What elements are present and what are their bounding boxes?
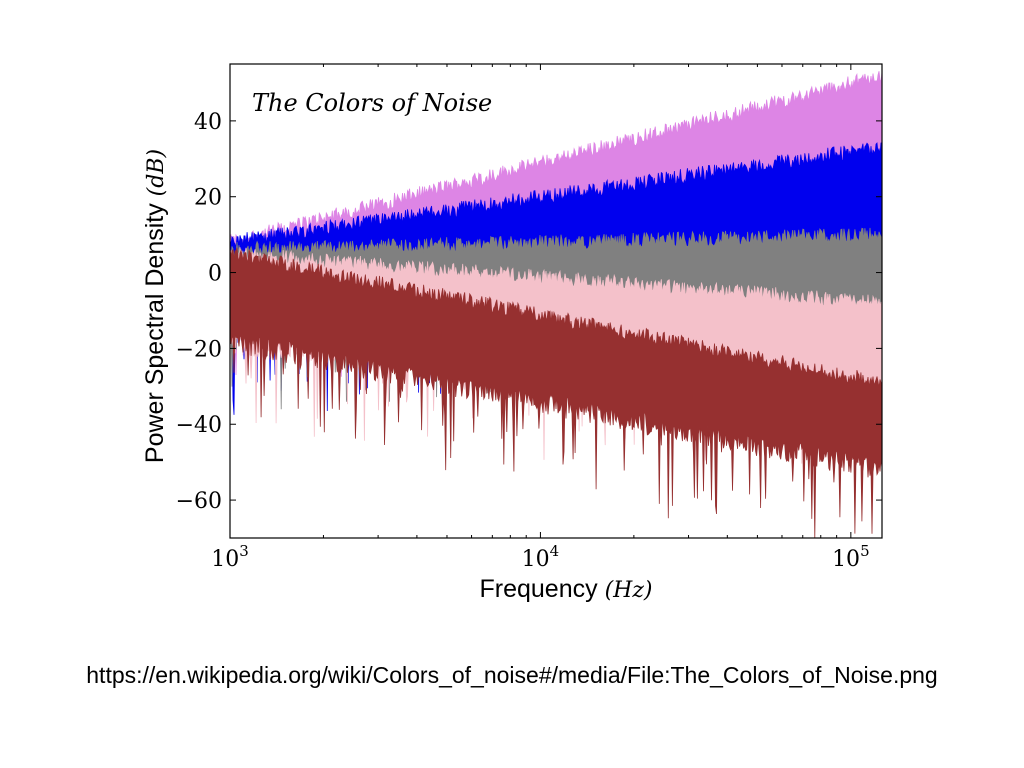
x-tick-label: 103	[211, 542, 249, 572]
y-tick-label: −40	[176, 413, 222, 438]
x-tick-exponent: 3	[239, 542, 249, 560]
y-tick-label: −60	[176, 489, 222, 514]
series-layer	[230, 71, 882, 538]
plot-frame	[229, 63, 883, 539]
x-tick-exponent: 4	[550, 542, 560, 560]
y-axis-label: Power Spectral Density (dB)	[141, 149, 169, 463]
source-caption: https://en.wikipedia.org/wiki/Colors_of_…	[86, 662, 938, 688]
x-tick-label: 105	[832, 542, 870, 572]
y-axis-label-unit: (dB)	[144, 149, 169, 196]
y-tick-label: 0	[208, 262, 222, 287]
y-tick-label: 40	[194, 110, 222, 135]
chart-title: The Colors of Noise	[252, 89, 492, 117]
x-tick-exponent: 5	[860, 542, 870, 560]
y-tick-label: −20	[176, 337, 222, 362]
x-tick-base: 10	[211, 547, 239, 572]
x-axis-label-text: Frequency	[479, 575, 598, 603]
x-tick-label: 104	[522, 542, 560, 572]
x-tick-base: 10	[522, 547, 550, 572]
y-tick-label: 20	[194, 186, 222, 211]
x-axis-label-unit: (Hz)	[605, 578, 653, 603]
y-axis-label-text: Power Spectral Density	[141, 203, 169, 463]
x-tick-base: 10	[832, 547, 860, 572]
series-brown-band	[230, 247, 882, 538]
x-axis-label: Frequency (Hz)	[479, 575, 652, 603]
